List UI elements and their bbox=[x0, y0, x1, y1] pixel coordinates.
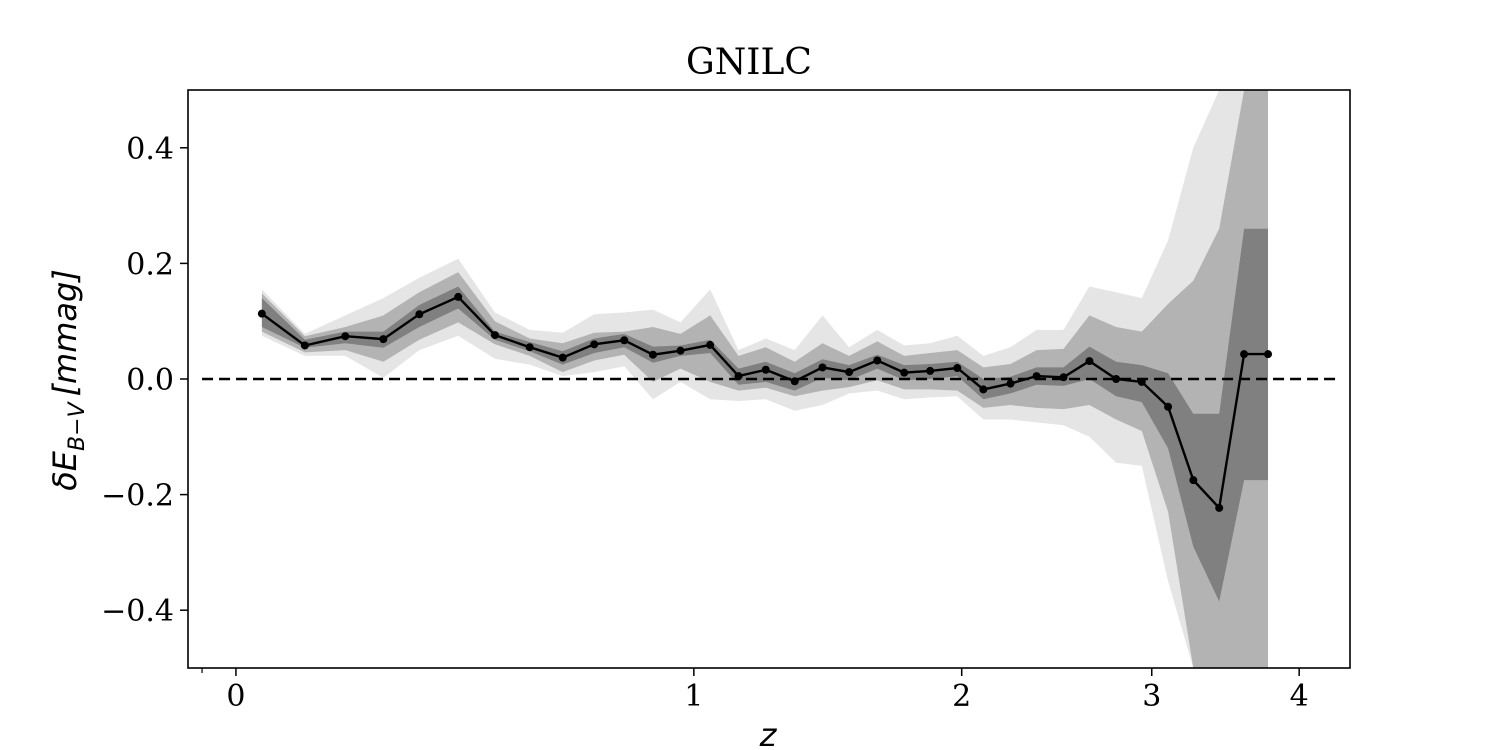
data-point bbox=[1215, 503, 1224, 512]
y-axis-label-prefix: δE bbox=[46, 450, 84, 491]
y-axis-label-suffix: [mmag] bbox=[46, 269, 84, 396]
x-axis: 0 1 2 3 4 bbox=[201, 668, 1309, 714]
data-point bbox=[620, 336, 629, 345]
data-point bbox=[873, 356, 882, 365]
y-axis-label-sub: B−V bbox=[65, 400, 90, 451]
data-point bbox=[257, 309, 266, 318]
data-point bbox=[379, 335, 388, 344]
data-point bbox=[953, 364, 962, 373]
data-point bbox=[648, 350, 657, 359]
data-point bbox=[454, 292, 463, 301]
data-point bbox=[1112, 375, 1121, 383]
data-point bbox=[900, 368, 909, 377]
data-point bbox=[676, 346, 685, 355]
data-point bbox=[1164, 402, 1173, 411]
data-point bbox=[1240, 350, 1249, 359]
data-point bbox=[979, 385, 988, 394]
y-tick-label: −0.4 bbox=[101, 594, 174, 629]
x-tick-label: 0 bbox=[226, 679, 245, 714]
data-point bbox=[341, 332, 350, 341]
data-point bbox=[845, 368, 854, 377]
x-tick-label: 4 bbox=[1290, 679, 1309, 714]
data-point bbox=[706, 340, 715, 349]
y-tick-label: 0.4 bbox=[126, 132, 174, 167]
data-point bbox=[590, 340, 599, 349]
x-axis-label: z bbox=[759, 716, 778, 750]
x-tick-label: 3 bbox=[1142, 679, 1161, 714]
x-tick-label: 1 bbox=[684, 679, 703, 714]
data-point bbox=[1006, 379, 1015, 388]
data-point bbox=[734, 372, 743, 381]
y-tick-label: 0.0 bbox=[126, 363, 174, 398]
data-point bbox=[1264, 350, 1273, 359]
data-point bbox=[525, 343, 534, 352]
data-point bbox=[1137, 377, 1146, 386]
chart-title: GNILC bbox=[686, 42, 812, 83]
plot-area bbox=[202, 90, 1338, 668]
data-point bbox=[926, 366, 935, 375]
data-point bbox=[1085, 357, 1094, 366]
data-point bbox=[300, 341, 309, 350]
data-point bbox=[1059, 373, 1068, 382]
data-point bbox=[761, 365, 770, 374]
y-tick-label: −0.2 bbox=[101, 479, 174, 514]
x-tick-label: 2 bbox=[952, 679, 971, 714]
data-point bbox=[415, 310, 424, 319]
y-axis-label: δEB−V [mmag] bbox=[46, 269, 90, 491]
data-point bbox=[790, 377, 799, 386]
data-point bbox=[818, 363, 827, 372]
data-point bbox=[490, 331, 499, 340]
y-tick-label: 0.2 bbox=[126, 247, 174, 282]
y-axis: −0.4 −0.2 0.0 0.2 0.4 bbox=[101, 132, 188, 629]
data-point bbox=[558, 353, 567, 362]
data-point bbox=[1032, 372, 1041, 381]
data-point bbox=[1189, 476, 1198, 485]
